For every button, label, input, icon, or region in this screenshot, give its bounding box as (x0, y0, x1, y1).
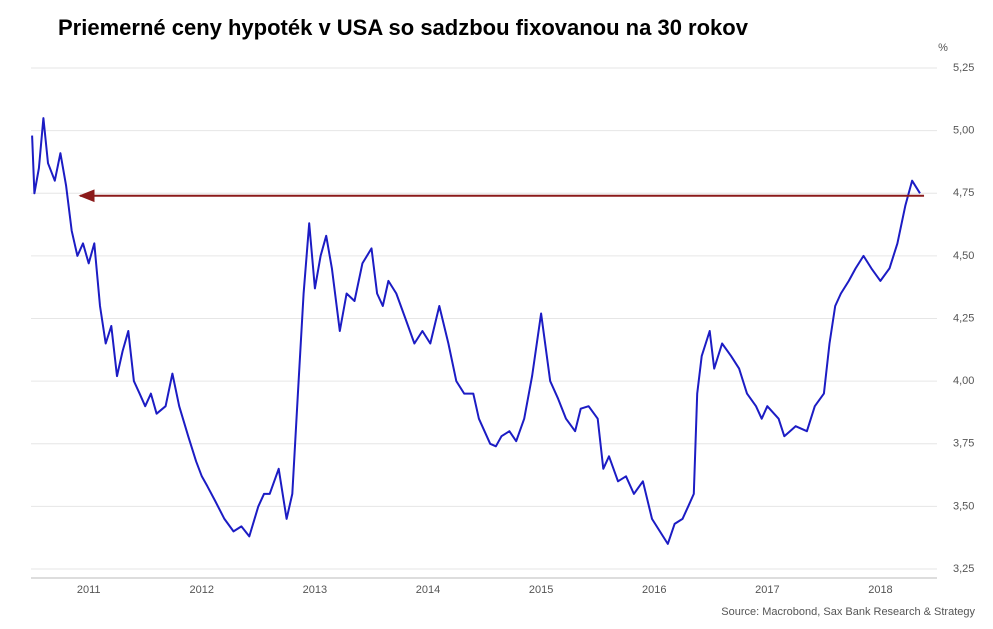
x-tick-label: 2014 (416, 584, 440, 596)
x-tick-label: 2018 (868, 584, 892, 596)
y-tick-label: 4,50 (953, 250, 974, 262)
x-tick-label: 2017 (755, 584, 779, 596)
x-tick-label: 2013 (303, 584, 327, 596)
y-unit: % (938, 42, 948, 54)
y-tick-label: 3,25 (953, 563, 974, 575)
x-tick-label: 2011 (77, 584, 101, 596)
y-tick-label: 3,75 (953, 438, 974, 450)
data-line (31, 117, 921, 545)
y-tick-label: 4,00 (953, 375, 974, 387)
source: Source: Macrobond, Sax Bank Research & S… (721, 606, 975, 618)
x-tick-label: 2015 (529, 584, 553, 596)
chart-title: Priemerné ceny hypoték v USA so sadzbou … (58, 15, 749, 40)
x-tick-label: 2012 (190, 584, 214, 596)
y-tick-label: 3,50 (953, 500, 974, 512)
y-tick-label: 5,25 (953, 62, 974, 74)
y-tick-label: 5,00 (953, 125, 974, 137)
x-tick-label: 2016 (642, 584, 666, 596)
y-tick-label: 4,75 (953, 187, 974, 199)
y-tick-label: 4,25 (953, 312, 974, 324)
